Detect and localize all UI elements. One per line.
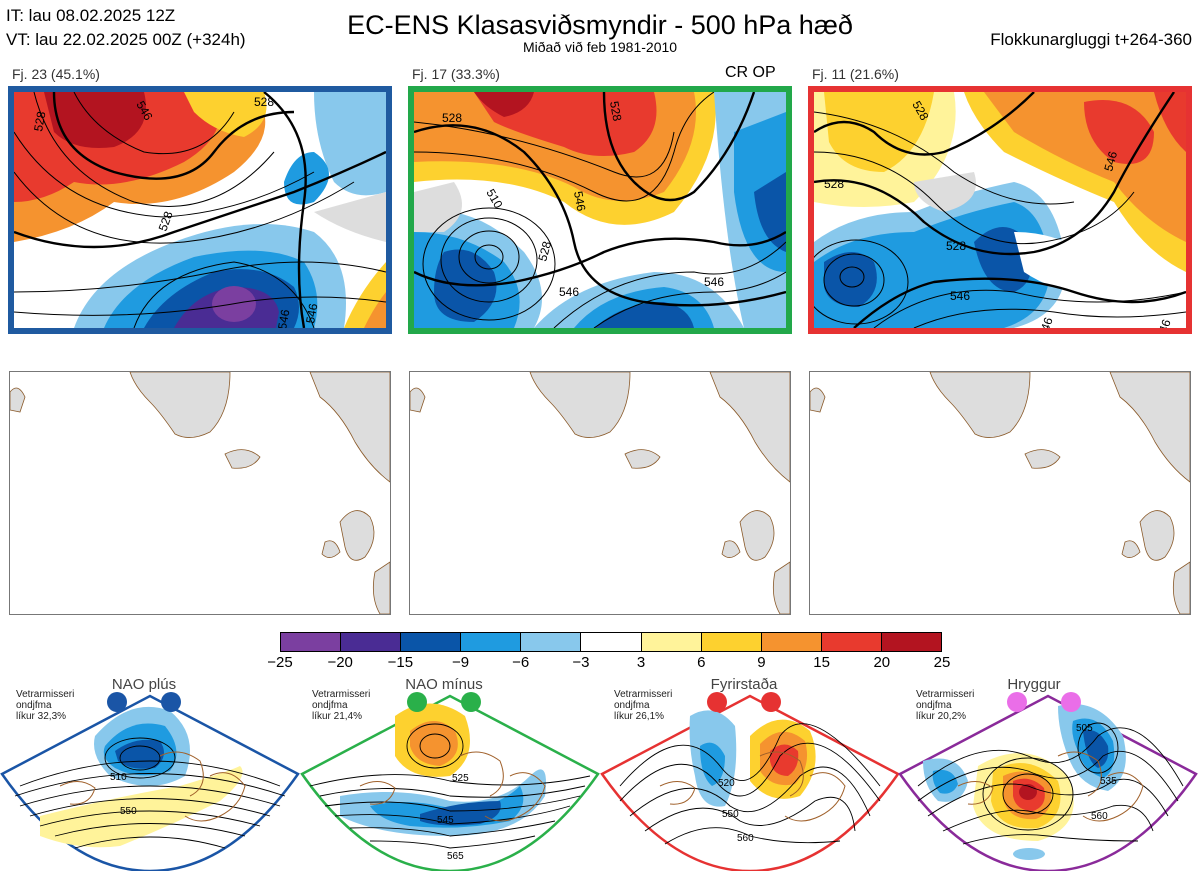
regime-contour-label: 550 (120, 806, 137, 817)
regime-contour-label: 520 (718, 778, 735, 789)
colorbar-tick-label: 20 (873, 654, 891, 671)
colorbar-segment (281, 633, 342, 651)
regime-marker-dot (707, 692, 727, 712)
regime-marker-dot (407, 692, 427, 712)
regime-marker-dot (161, 692, 181, 712)
cluster-2-contour-label: 546 (704, 275, 724, 289)
colorbar-tick-label: −6 (512, 654, 530, 671)
cluster-2-contour-label: 528 (607, 100, 624, 122)
cluster-2-contour-label: 528 (535, 239, 554, 262)
regime-marker-dot (1061, 692, 1081, 712)
regime-contour-label: 510 (110, 772, 127, 783)
colorbar-tick-label: −9 (451, 654, 470, 671)
colorbar-segment (761, 633, 822, 651)
colorbar-tick-label: 15 (813, 654, 830, 671)
regime-title-blocking: Fyrirstaða (710, 676, 778, 693)
page-subtitle: Miðað við feb 1981-2010 (522, 39, 678, 55)
cluster-2-op-label: CR OP (725, 64, 776, 81)
cluster-2-label: Fj. 17 (33.3%) (412, 66, 500, 82)
colorbar-segment (341, 633, 402, 651)
base-map-3 (809, 371, 1191, 615)
cluster-3-contour-label: 528 (946, 239, 966, 253)
colorbar-segment (521, 633, 582, 651)
cluster-3-label: Fj. 11 (21.6%) (812, 66, 899, 82)
regime-ridge: 505 535 560 (898, 676, 1200, 871)
colorbar-tick-label: 3 (636, 654, 646, 671)
regime-contour-label: 545 (437, 815, 454, 826)
colorbar-tick-label: −25 (267, 654, 293, 671)
regime-title-ridge: Hryggur (1007, 676, 1061, 693)
colorbar-segment (881, 633, 942, 651)
base-map-1 (9, 371, 391, 615)
colorbar-segment (461, 633, 522, 651)
regime-contour-label: 565 (447, 851, 464, 862)
cluster-3-contour-label: 528 (824, 177, 844, 191)
regime-contour-label: 560 (737, 833, 754, 844)
regime-title-nao-minus: NAO mínus (405, 676, 483, 693)
colorbar-segment (821, 633, 882, 651)
regime-marker-dot (461, 692, 481, 712)
cluster-3-contour-label: 546 (1154, 317, 1174, 328)
cluster-3-contour-label: 546 (950, 289, 970, 303)
valid-time: VT: lau 22.02.2025 00Z (+324h) (6, 30, 246, 49)
colorbar (280, 632, 942, 652)
cluster-2-contour-label: 528 (442, 111, 462, 125)
cluster-1-contour-label: 528 (31, 110, 48, 132)
regime-contour-label: 550 (722, 809, 739, 820)
colorbar-segment (401, 633, 462, 651)
cluster-2-contour-label: 546 (571, 190, 588, 212)
cluster-1-contour-label: 528 (156, 209, 176, 233)
regime-probability-nao-minus: Vetrarmisseri ondjfma líkur 21,4% (312, 689, 371, 722)
cluster-map-1: 528 546 528 528 546 546 (8, 86, 392, 334)
colorbar-tick-label: 6 (697, 654, 706, 671)
cluster-map-3: 528 528 546 528 546 546 546 (808, 86, 1192, 334)
regime-title-nao-plus: NAO plús (111, 676, 177, 693)
colorbar-segment (701, 633, 762, 651)
regime-nao-minus: 525 545 565 (300, 676, 602, 871)
base-map-2 (409, 371, 791, 615)
colorbar-tick-label: −3 (572, 654, 590, 671)
classification-window: Flokkunargluggi t+264-360 (990, 30, 1192, 49)
cluster-1-contour-label: 546 (303, 302, 320, 324)
regime-marker-dot (1007, 692, 1027, 712)
colorbar-tick-label: 25 (933, 654, 951, 671)
regime-contour-label: 560 (1091, 811, 1108, 822)
regime-contour-label: 525 (452, 773, 469, 784)
cluster-3-contour-label: 546 (1101, 149, 1120, 172)
regime-nao-plus: 510 550 (0, 676, 302, 871)
regime-marker-dot (107, 692, 127, 712)
regime-probability-ridge: Vetrarmisseri ondjfma líkur 20,2% (916, 689, 975, 722)
cluster-1-label: Fj. 23 (45.1%) (12, 66, 100, 82)
colorbar-tick-label: −15 (387, 654, 414, 671)
cluster-map-2: 528 528 510 528 546 546 546 (408, 86, 792, 334)
issue-time: IT: lau 08.02.2025 12Z (6, 6, 176, 25)
page-title: EC-ENS Klasasviðsmyndir - 500 hPa hæð (347, 10, 853, 40)
regime-probability-nao-plus: Vetrarmisseri ondjfma líkur 32,3% (16, 689, 75, 722)
regime-marker-dot (761, 692, 781, 712)
regime-contour-label: 505 (1076, 723, 1093, 734)
regime-contour-label: 535 (1100, 776, 1117, 787)
colorbar-segment (581, 633, 642, 651)
regime-blocking: 520 550 560 (600, 676, 902, 871)
cluster-2-contour-label: 546 (559, 285, 579, 299)
colorbar-tick-label: −20 (327, 654, 353, 671)
regime-probability-blocking: Vetrarmisseri ondjfma líkur 26,1% (614, 689, 673, 722)
colorbar-segment (641, 633, 702, 651)
cluster-1-contour-label: 528 (254, 95, 274, 109)
colorbar-tick-label: 9 (757, 654, 766, 671)
cluster-1-contour-label: 546 (275, 308, 292, 328)
